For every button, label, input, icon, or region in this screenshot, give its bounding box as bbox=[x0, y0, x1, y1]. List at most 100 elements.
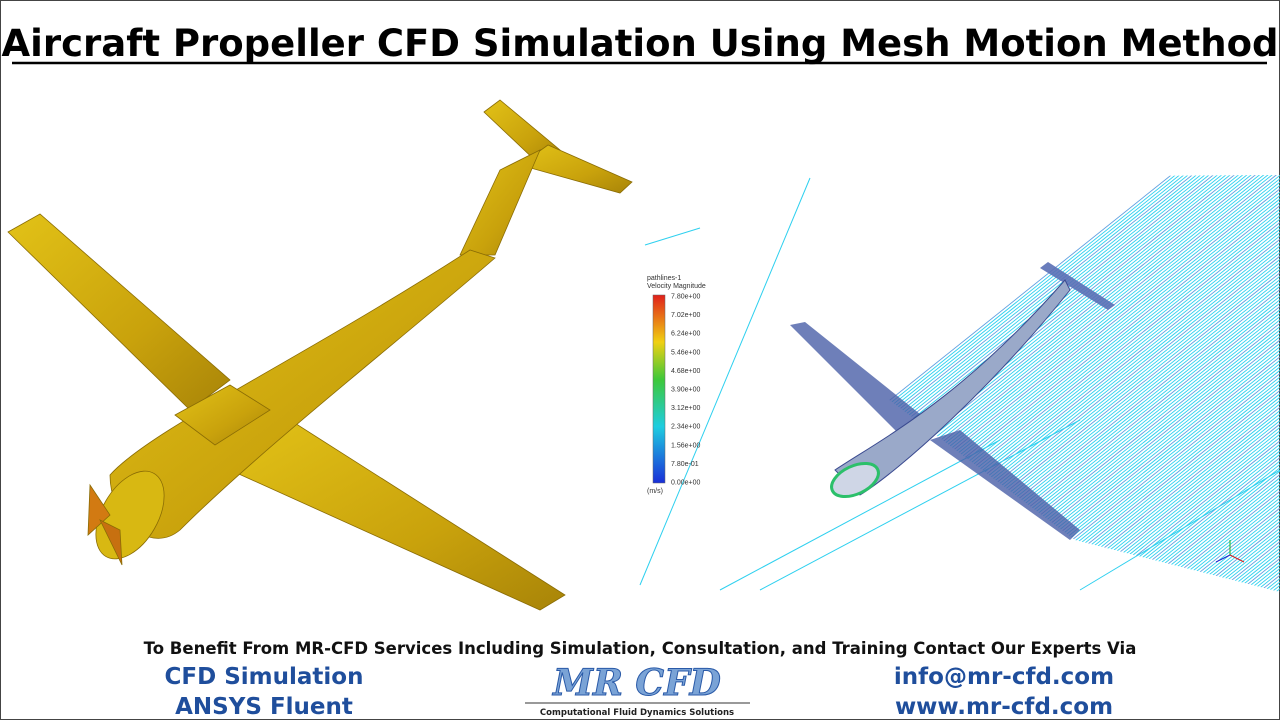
airplane-model bbox=[7, 99, 633, 611]
legend-label: 3.12e+00 bbox=[671, 405, 700, 412]
pathline bbox=[644, 227, 701, 246]
pathline bbox=[1079, 469, 1280, 591]
outer-pathlines bbox=[639, 177, 1280, 591]
pathline bbox=[963, 175, 1280, 592]
legend-label: 2.34e+00 bbox=[671, 424, 700, 431]
pathline bbox=[1135, 175, 1280, 592]
pathline bbox=[1063, 175, 1280, 592]
pathline bbox=[1257, 175, 1280, 592]
pathline bbox=[1013, 175, 1280, 592]
service-link[interactable]: ANSYS Fluent bbox=[175, 694, 353, 720]
pathline bbox=[958, 175, 1280, 592]
legend-label: 7.80e+00 bbox=[671, 294, 700, 301]
pathline bbox=[1005, 175, 1280, 592]
pathline bbox=[1231, 175, 1280, 592]
legend-title: pathlines-1 bbox=[647, 275, 681, 282]
pathline bbox=[1093, 175, 1280, 592]
legend-label: 3.90e+00 bbox=[671, 387, 700, 394]
pathline bbox=[1160, 175, 1280, 592]
pathline bbox=[921, 175, 1280, 592]
pathline bbox=[1059, 175, 1280, 592]
footer-banner: To Benefit From MR-CFD Services Includin… bbox=[144, 639, 1137, 658]
pathline bbox=[1076, 175, 1280, 592]
pathline bbox=[1122, 175, 1280, 592]
pathline bbox=[790, 175, 1280, 592]
pathline bbox=[1068, 175, 1280, 592]
pathline bbox=[759, 419, 1081, 591]
contact-link[interactable]: info@mr-cfd.com bbox=[894, 664, 1114, 690]
pathline bbox=[1126, 175, 1280, 592]
pathline bbox=[1131, 175, 1280, 592]
pathline bbox=[895, 175, 1280, 592]
pathline bbox=[992, 175, 1280, 592]
pathline bbox=[1139, 175, 1280, 592]
pathline bbox=[1072, 175, 1280, 592]
pathline bbox=[1084, 175, 1280, 592]
pathline bbox=[1042, 175, 1280, 592]
pathline bbox=[1089, 175, 1280, 592]
cfd-airplane bbox=[790, 262, 1115, 540]
pathline bbox=[1055, 175, 1280, 592]
legend-label: 5.46e+00 bbox=[671, 349, 700, 356]
contact-link[interactable]: www.mr-cfd.com bbox=[895, 694, 1113, 720]
pathline bbox=[790, 175, 1280, 592]
pathline bbox=[1080, 175, 1280, 592]
pathline bbox=[1038, 175, 1280, 592]
pathline bbox=[979, 175, 1280, 592]
legend-label: 4.68e+00 bbox=[671, 368, 700, 375]
pathline bbox=[942, 175, 1280, 592]
pathline bbox=[1114, 175, 1280, 592]
pathline bbox=[1118, 175, 1280, 592]
pathline bbox=[719, 439, 1001, 591]
logo: MR CFD bbox=[551, 662, 721, 704]
pathline bbox=[1034, 175, 1280, 592]
pathline bbox=[1000, 175, 1280, 592]
legend-quantity: Velocity Magnitude bbox=[647, 283, 706, 290]
legend-unit: (m/s) bbox=[647, 488, 663, 495]
pathline bbox=[1009, 175, 1280, 592]
pathline bbox=[790, 175, 1280, 592]
pathlines bbox=[790, 175, 1280, 592]
legend-label: 7.80e-01 bbox=[671, 461, 699, 468]
legend-label: 0.00e+00 bbox=[671, 480, 700, 487]
pathline bbox=[984, 175, 1280, 592]
pathline bbox=[996, 175, 1280, 592]
pathline bbox=[954, 175, 1280, 592]
pathline bbox=[790, 175, 1280, 592]
pathline bbox=[790, 175, 1280, 592]
pathline bbox=[971, 175, 1280, 592]
service-link[interactable]: CFD Simulation bbox=[165, 664, 364, 690]
pathline bbox=[1173, 175, 1280, 592]
pathline bbox=[1147, 175, 1280, 592]
legend-label: 7.02e+00 bbox=[671, 312, 700, 319]
pathline bbox=[1105, 175, 1280, 592]
pathline bbox=[790, 175, 1280, 592]
pathline bbox=[1156, 175, 1280, 592]
pathline bbox=[1152, 175, 1280, 592]
pathline bbox=[967, 175, 1280, 592]
pathline bbox=[790, 175, 1280, 592]
pathline bbox=[1110, 175, 1280, 592]
pathline bbox=[1206, 175, 1280, 592]
pathline bbox=[1030, 175, 1280, 592]
pathline bbox=[790, 175, 1280, 592]
pathline bbox=[988, 175, 1280, 592]
pathline bbox=[937, 175, 1280, 592]
page-title: Aircraft Propeller CFD Simulation Using … bbox=[2, 22, 1279, 65]
pathline bbox=[1143, 175, 1280, 592]
pathline bbox=[946, 175, 1280, 592]
axis-triad bbox=[1215, 540, 1245, 563]
pathline bbox=[1021, 175, 1280, 592]
pathline bbox=[1047, 175, 1280, 592]
pathline bbox=[1017, 175, 1280, 592]
pathline bbox=[790, 175, 1280, 592]
color-bar bbox=[652, 294, 666, 484]
pathline bbox=[975, 175, 1280, 592]
pathline bbox=[790, 175, 1280, 592]
logo-tagline: Computational Fluid Dynamics Solutions bbox=[540, 708, 734, 718]
legend-label: 1.56e+00 bbox=[671, 442, 700, 449]
pathline bbox=[950, 175, 1280, 592]
pathline bbox=[1051, 175, 1280, 592]
pathline bbox=[790, 175, 1280, 592]
